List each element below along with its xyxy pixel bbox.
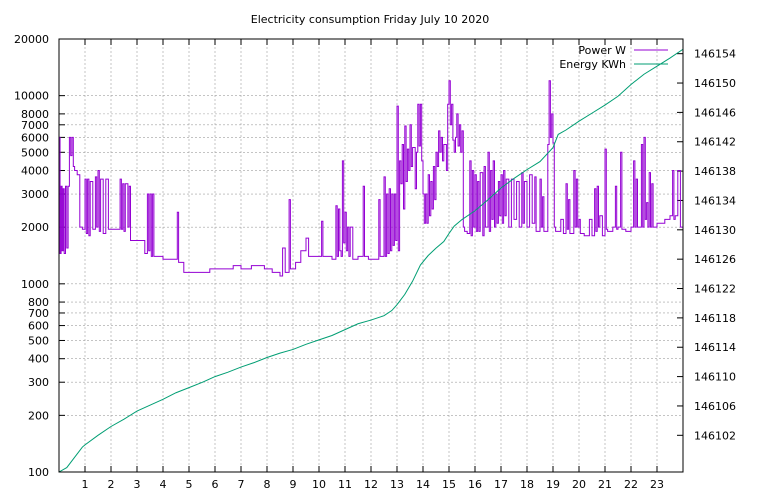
axis-layer: 1 2 3 4 5 6 7 8 9 10 11 12 13 14 15 16 17 18 19 20 21 22 23100… [14,33,736,491]
legend-label-energy: Energy KWh [559,58,626,71]
legend: Power W Energy KWh [559,44,668,71]
plot-frame [58,38,684,473]
x-tick-label: 5 [186,478,193,491]
legend-label-power: Power W [578,44,626,57]
x-tick-label: 20 [572,478,586,491]
y-left-tick-label: 400 [28,353,49,366]
series-line-power [59,80,683,277]
x-tick-label: 4 [160,478,167,491]
y-right-tick-label: 146130 [694,224,736,237]
y-right-tick-label: 146102 [694,429,736,442]
x-tick-label: 15 [442,478,456,491]
x-tick-label: 2 [108,478,115,491]
y-left-tick-label: 100 [28,466,49,479]
y-right-tick-label: 146154 [694,48,736,61]
x-tick-label: 16 [468,478,482,491]
x-tick-label: 22 [624,478,638,491]
y-right-tick-label: 146146 [694,106,736,119]
x-tick-label: 19 [546,478,560,491]
x-tick-label: 13 [390,478,404,491]
x-tick-label: 3 [134,478,141,491]
y-left-tick-label: 300 [28,376,49,389]
series-line-energy [58,48,684,473]
x-tick-label: 11 [338,478,352,491]
y-left-tick-label: 6000 [21,131,49,144]
x-tick-label: 12 [364,478,378,491]
x-tick-label: 23 [650,478,664,491]
x-tick-label: 9 [290,478,297,491]
y-right-tick-label: 146150 [694,77,736,90]
y-right-tick-label: 146110 [694,371,736,384]
chart-title: Electricity consumption Friday July 10 2… [251,13,489,26]
y-right-tick-label: 146142 [694,136,736,149]
y-right-tick-label: 146106 [694,400,736,413]
x-tick-label: 17 [494,478,508,491]
y-right-tick-label: 146122 [694,283,736,296]
x-tick-label: 8 [264,478,271,491]
y-left-tick-label: 7000 [21,119,49,132]
x-tick-label: 1 [82,478,89,491]
y-left-tick-label: 800 [28,296,49,309]
y-right-tick-label: 146118 [694,312,736,325]
grid-layer [59,39,683,472]
y-right-tick-label: 146114 [694,341,736,354]
y-left-tick-label: 8000 [21,108,49,121]
x-tick-label: 10 [312,478,326,491]
series-layer [58,48,684,473]
x-tick-label: 14 [416,478,430,491]
y-left-tick-label: 5000 [21,146,49,159]
y-left-tick-label: 500 [28,334,49,347]
x-tick-label: 18 [520,478,534,491]
x-tick-label: 6 [212,478,219,491]
y-left-tick-label: 200 [28,409,49,422]
y-right-tick-label: 146126 [694,253,736,266]
y-left-tick-label: 700 [28,307,49,320]
y-right-tick-label: 146138 [694,165,736,178]
y-left-tick-label: 4000 [21,165,49,178]
y-left-tick-label: 3000 [21,188,49,201]
x-tick-label: 21 [598,478,612,491]
y-left-tick-label: 2000 [21,221,49,234]
y-right-tick-label: 146134 [694,194,736,207]
y-left-tick-label: 20000 [14,33,49,46]
x-tick-label: 7 [238,478,245,491]
y-left-tick-label: 10000 [14,90,49,103]
y-left-tick-label: 600 [28,320,49,333]
y-left-tick-label: 1000 [21,278,49,291]
